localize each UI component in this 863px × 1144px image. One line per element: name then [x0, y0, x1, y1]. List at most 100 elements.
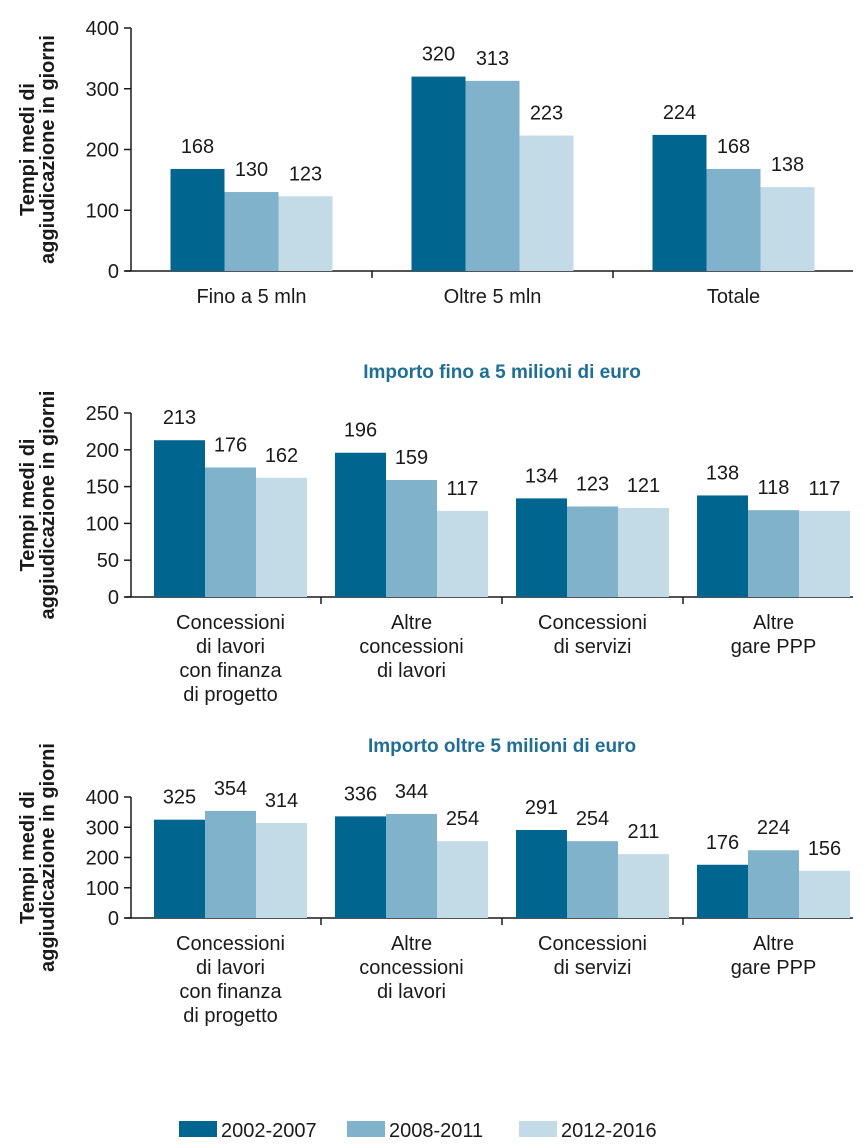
- data-label: 117: [447, 478, 479, 500]
- data-label: 134: [525, 465, 558, 487]
- x-tick-label: Concessioni di servizi: [538, 612, 647, 658]
- y-tick-label: 200: [86, 140, 119, 162]
- y-tick-label: 0: [108, 587, 119, 609]
- data-label: 162: [265, 445, 298, 467]
- data-label: 320: [422, 44, 455, 66]
- bar-2012-2016: [799, 510, 850, 597]
- x-tick-label: Oltre 5 mln: [444, 286, 542, 308]
- bar-2008-2011: [386, 813, 437, 918]
- y-axis-label: Tempi medi diaggiudicazione in giorni: [17, 35, 59, 264]
- y-tick-label: 150: [86, 477, 119, 499]
- legend-swatch: [179, 1121, 217, 1137]
- data-label: 176: [706, 832, 739, 854]
- x-tick-label: Altre concessioni di lavori: [359, 612, 464, 682]
- x-tick-label: Concessioni di lavori con finanza di proget…: [176, 612, 285, 706]
- bar-2012-2016: [278, 196, 333, 271]
- bar-2008-2011: [567, 841, 618, 918]
- chart-title: Importo fino a 5 milioni di euro: [363, 362, 641, 383]
- data-label: 176: [214, 434, 247, 456]
- bar-2012-2016: [256, 823, 307, 918]
- bar-2012-2016: [437, 510, 488, 597]
- bar-2008-2011: [465, 80, 520, 271]
- data-label: 224: [757, 817, 790, 839]
- data-label: 196: [344, 420, 377, 442]
- x-tick-label: Concessioni di lavori con finanza di proget…: [176, 933, 285, 1027]
- legend-swatch: [347, 1121, 385, 1137]
- data-label: 117: [809, 478, 841, 500]
- data-label: 118: [758, 477, 790, 499]
- chart-panel-3: Importo oltre 5 milioni di euro Tempi med…: [17, 736, 853, 1027]
- y-tick-label: 200: [86, 848, 119, 870]
- y-tick-label: 250: [86, 403, 119, 425]
- y-tick-label: 0: [108, 908, 119, 930]
- data-label: 314: [265, 790, 298, 812]
- bar-2002-2007: [335, 452, 386, 597]
- bar-2002-2007: [652, 134, 707, 271]
- data-label: 336: [344, 783, 377, 805]
- y-tick-label: 400: [86, 787, 119, 809]
- y-tick-label: 200: [86, 440, 119, 462]
- data-label: 254: [446, 808, 479, 830]
- bar-2012-2016: [437, 841, 488, 918]
- y-tick-label: 100: [86, 200, 119, 222]
- x-tick-label: Altre gare PPP: [731, 933, 817, 979]
- data-label: 159: [395, 447, 428, 469]
- data-label: 156: [808, 838, 841, 860]
- bar-2008-2011: [748, 850, 799, 918]
- data-label: 121: [627, 475, 660, 497]
- y-tick-label: 300: [86, 817, 119, 839]
- bar-2008-2011: [567, 506, 618, 597]
- chart-panel-2: Importo fino a 5 milioni di euro Tempi me…: [17, 362, 853, 706]
- y-axis-label: Tempi medi diaggiudicazione in giorni: [17, 391, 59, 620]
- data-label: 313: [476, 48, 509, 70]
- bar-2008-2011: [706, 168, 761, 271]
- data-label: 123: [576, 473, 609, 495]
- legend: 2002-2007 2008-2011 2012-2016: [179, 1120, 657, 1142]
- bar-2012-2016: [256, 477, 307, 597]
- bar-2012-2016: [519, 135, 574, 271]
- data-label: 344: [395, 781, 428, 803]
- data-label: 138: [706, 462, 739, 484]
- bar-2002-2007: [170, 168, 225, 271]
- y-tick-label: 300: [86, 79, 119, 101]
- bar-2002-2007: [154, 440, 205, 597]
- data-label: 354: [214, 778, 247, 800]
- y-tick-label: 0: [108, 261, 119, 283]
- bar-2002-2007: [516, 829, 567, 918]
- legend-label: 2012-2016: [561, 1120, 657, 1142]
- bar-2012-2016: [760, 187, 815, 271]
- data-label: 325: [163, 787, 196, 809]
- y-tick-label: 100: [86, 878, 119, 900]
- x-tick-label: Totale: [707, 286, 760, 308]
- bar-2002-2007: [154, 819, 205, 918]
- bar-2002-2007: [697, 495, 748, 597]
- data-label: 291: [525, 797, 558, 819]
- y-axis-label: Tempi medi diaggiudicazione in giorni: [17, 743, 59, 972]
- bar-2002-2007: [697, 864, 748, 918]
- x-tick-label: Concessioni di servizi: [538, 933, 647, 979]
- chart-panel-1: Tempi medi diaggiudicazione in giorni 0 10…: [17, 18, 853, 308]
- data-label: 211: [628, 821, 660, 843]
- bar-2002-2007: [411, 76, 466, 271]
- bar-2008-2011: [386, 479, 437, 597]
- legend-swatch: [519, 1121, 557, 1137]
- bar-2008-2011: [205, 467, 256, 597]
- data-label: 224: [663, 102, 696, 124]
- y-tick-label: 400: [86, 18, 119, 40]
- bar-2012-2016: [618, 507, 669, 597]
- chart-title: Importo oltre 5 milioni di euro: [368, 736, 636, 757]
- bar-2002-2007: [335, 816, 386, 918]
- data-label: 213: [163, 407, 196, 429]
- bar-2008-2011: [205, 810, 256, 918]
- data-label: 130: [235, 159, 268, 181]
- bar-2008-2011: [748, 510, 799, 597]
- bar-2012-2016: [799, 870, 850, 918]
- bar-2002-2007: [516, 498, 567, 597]
- legend-label: 2002-2007: [221, 1120, 317, 1142]
- data-label: 123: [289, 163, 322, 185]
- data-label: 138: [771, 154, 804, 176]
- bar-2012-2016: [618, 854, 669, 918]
- data-label: 223: [530, 103, 563, 125]
- y-tick-label: 50: [97, 550, 119, 572]
